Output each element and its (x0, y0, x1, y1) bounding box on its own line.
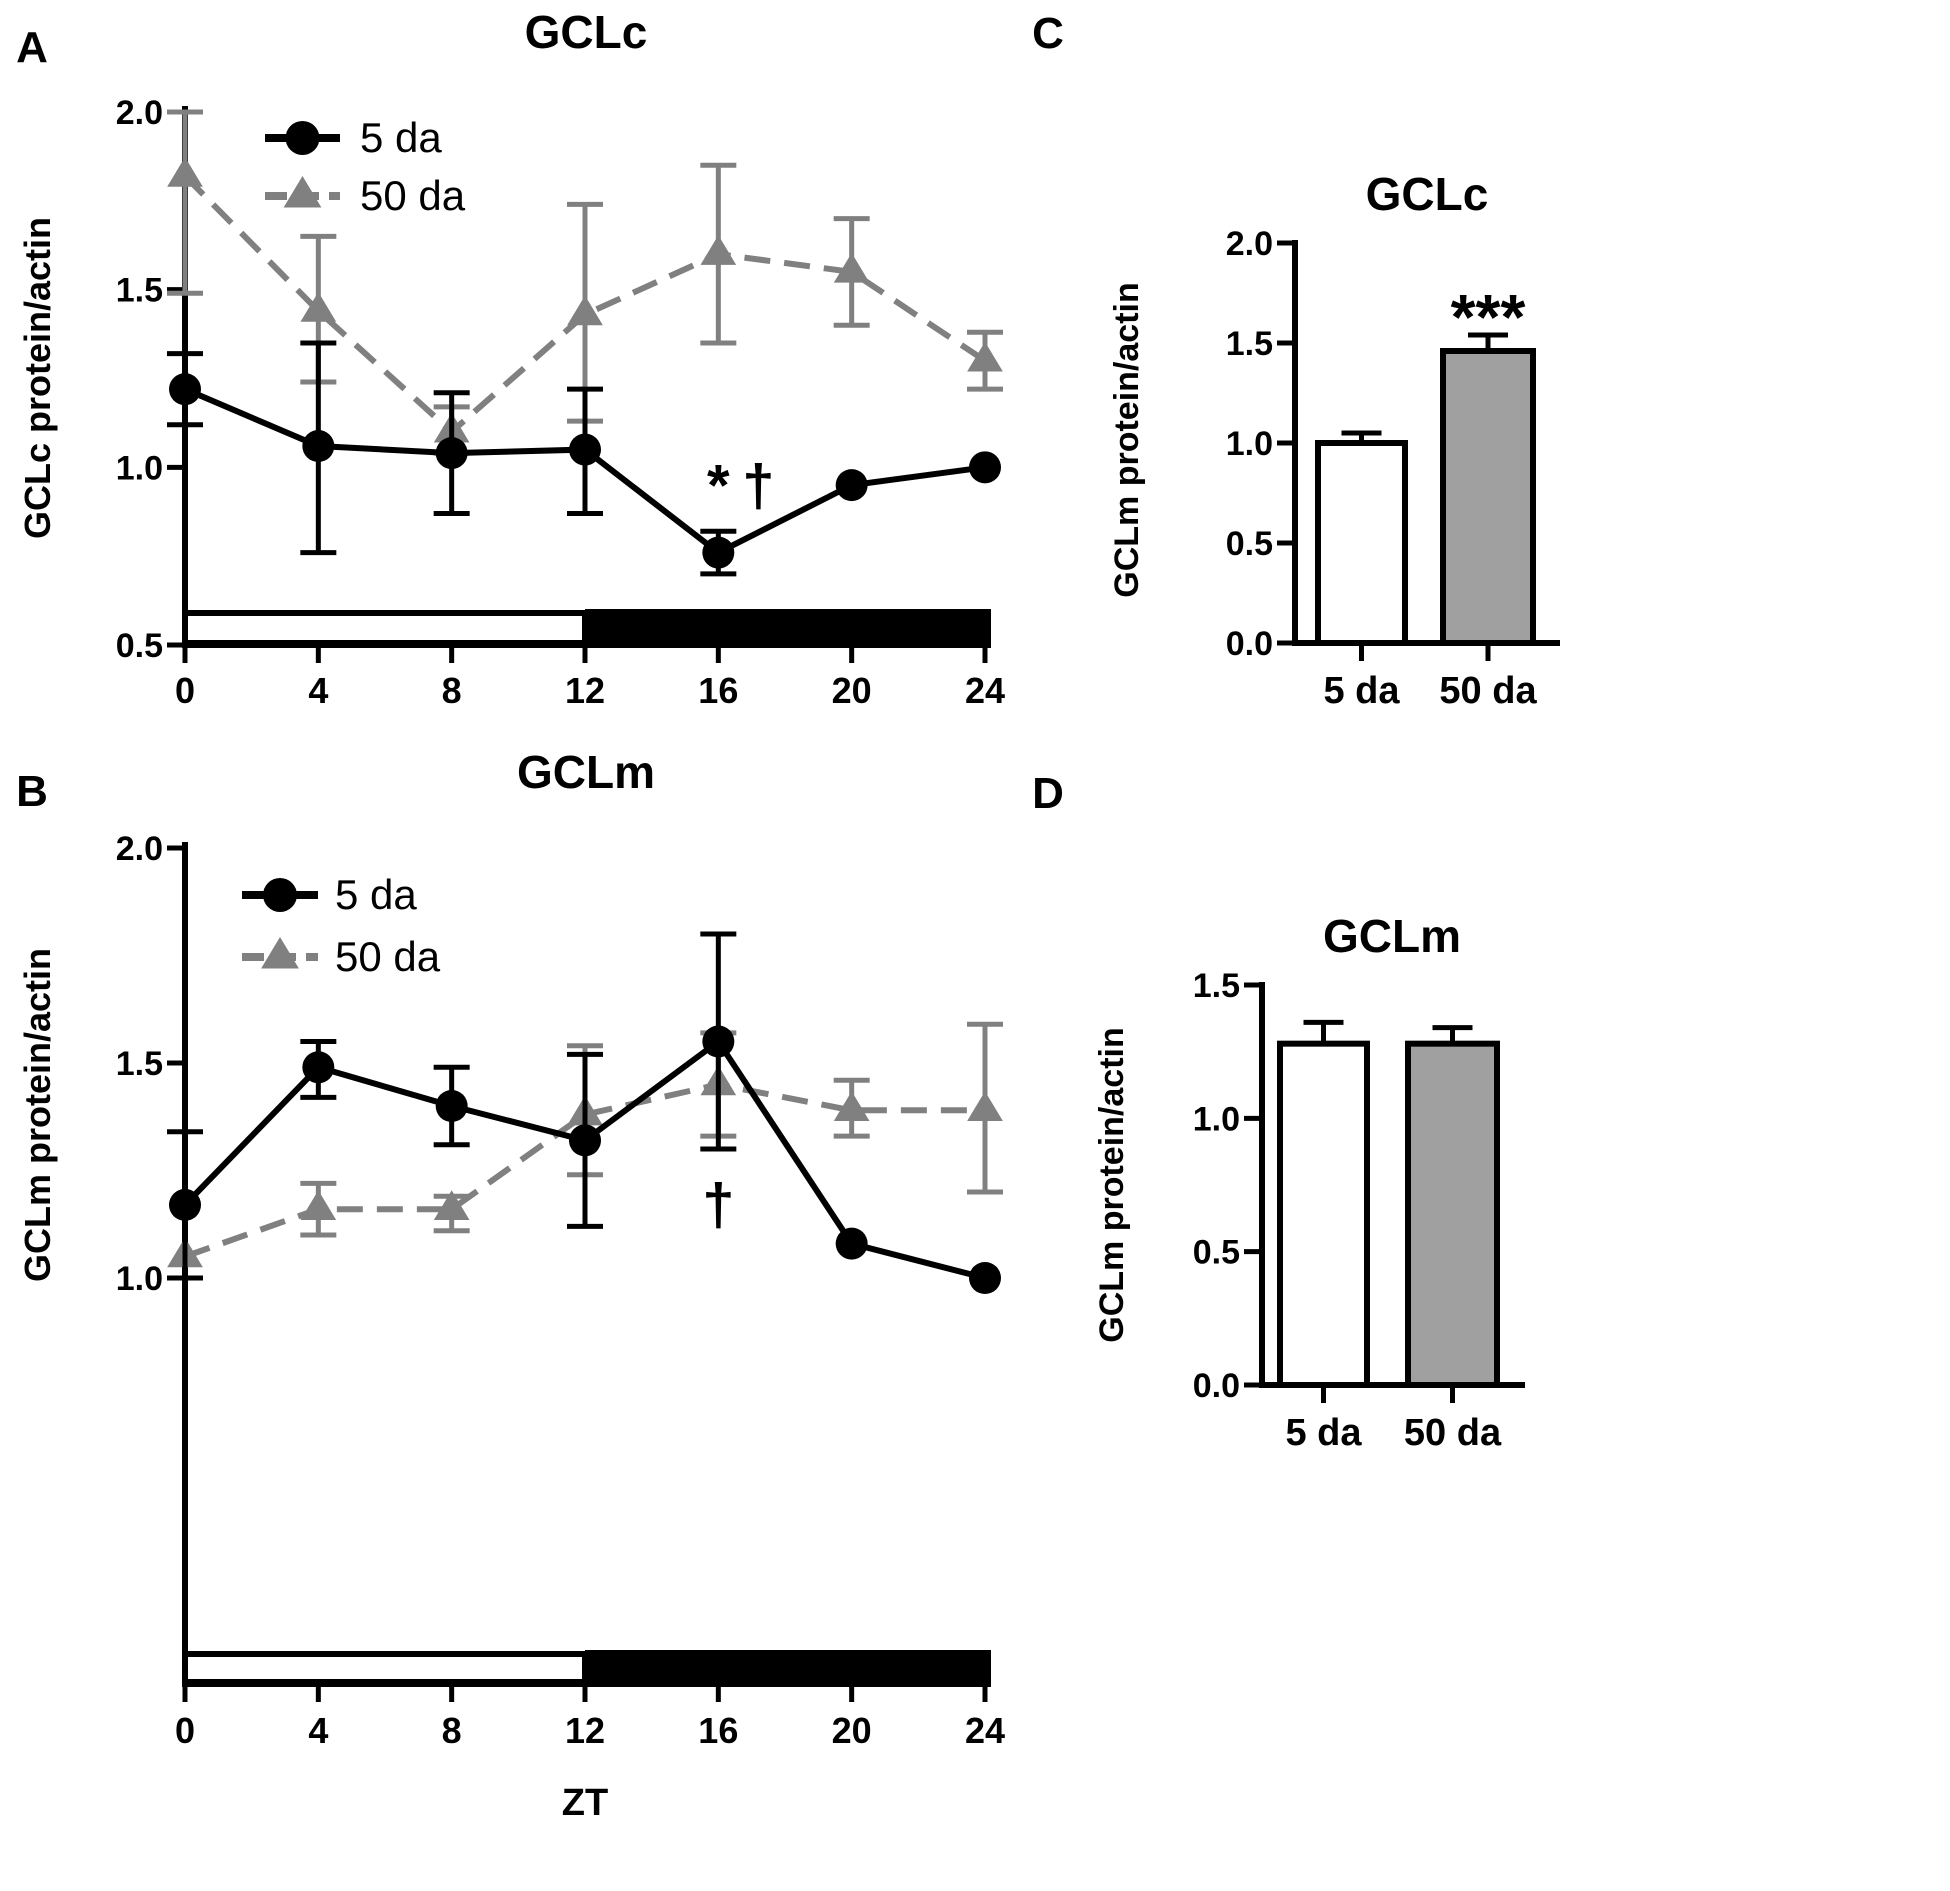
panel-a: A GCLc GCLc protein/actin 0.5 1.0 1.5 2.0 0 4 8 12… (16, 6, 1005, 711)
y-tick-label: 0.0 (1226, 625, 1273, 663)
y-axis-label: GCLm protein/actin (1108, 282, 1146, 597)
data-point (169, 373, 201, 406)
significance-marker: *** (1451, 281, 1526, 353)
x-tick-label: 50 da (1439, 670, 1537, 712)
data-point (835, 1227, 868, 1260)
legend-label: 5 da (335, 871, 417, 918)
y-tick-label: 2.0 (116, 94, 163, 132)
x-tick-label: 5 da (1323, 670, 1400, 712)
x-tick-label: 20 (832, 1710, 872, 1751)
legend-marker (263, 878, 297, 912)
y-tick-label: 0.0 (1193, 1367, 1240, 1405)
y-axis-label: GCLm protein/actin (17, 948, 58, 1282)
y-tick-label: 2.0 (116, 830, 163, 868)
x-tick-label: 16 (698, 670, 738, 711)
y-tick-label: 2.0 (1226, 225, 1273, 263)
x-tick-label: 5 da (1285, 1412, 1362, 1454)
y-tick-label: 0.5 (1193, 1234, 1240, 1272)
y-axis-label: GCLm protein/actin (1093, 1027, 1131, 1342)
panel-label: B (16, 767, 48, 816)
y-tick-label: 0.5 (1226, 525, 1273, 563)
data-point (969, 451, 1001, 484)
x-tick-label: 20 (832, 670, 872, 711)
y-tick-label: 1.5 (116, 272, 163, 310)
legend-marker (283, 176, 322, 208)
panel-label: D (1032, 769, 1064, 818)
data-point (702, 536, 735, 569)
significance-marker: † (742, 454, 774, 519)
data-point (835, 469, 868, 502)
series-5-da (167, 931, 1001, 1294)
y-tick-label: 1.5 (1193, 967, 1240, 1005)
legend-label: 50 da (335, 933, 441, 980)
y-tick-label: 1.0 (1193, 1100, 1240, 1138)
y-tick-label: 0.5 (116, 627, 163, 665)
x-tick-label: 24 (965, 1710, 1005, 1751)
x-tick-label: 4 (308, 670, 328, 711)
data-point (435, 1090, 468, 1122)
y-tick-label: 1.0 (1226, 425, 1273, 463)
data-point (702, 1025, 735, 1058)
data-point (969, 1262, 1001, 1294)
y-axis-label: GCLc protein/actin (17, 217, 58, 539)
bar (1315, 440, 1408, 646)
x-tick-label: 12 (565, 1710, 605, 1751)
dark-phase-bar (585, 1650, 991, 1686)
data-point (967, 1091, 1003, 1122)
data-point (302, 1051, 335, 1084)
x-tick-label: 12 (565, 670, 605, 711)
significance-marker: * (707, 454, 730, 519)
x-tick-label: 50 da (1404, 1412, 1502, 1454)
y-tick-label: 1.0 (116, 1260, 163, 1298)
data-point (167, 156, 203, 187)
legend-marker (261, 937, 299, 969)
significance-marker: † (702, 1173, 734, 1238)
series-5-da (167, 340, 1001, 577)
legend-label: 50 da (360, 172, 466, 219)
panel-c: C GCLc GCLm protein/actin 5 da 50 da 0.0 0.5 1.… (1032, 9, 1560, 712)
x-tick-label: 4 (308, 1710, 328, 1751)
x-tick-label: 0 (175, 1710, 195, 1751)
bar (1277, 1040, 1370, 1388)
legend-marker (285, 121, 320, 155)
data-point (833, 252, 870, 283)
y-tick-label: 1.5 (1226, 325, 1273, 363)
data-point (569, 1124, 601, 1157)
x-tick-label: 8 (442, 670, 462, 711)
chart-title: GCLc (525, 6, 648, 58)
data-point (302, 430, 335, 463)
bar (1440, 348, 1536, 646)
light-phase-bar (182, 1651, 588, 1685)
data-point (567, 295, 603, 326)
data-point (300, 291, 337, 322)
bar (1405, 1040, 1500, 1388)
data-point (569, 433, 601, 466)
y-tick-label: 1.0 (116, 449, 163, 487)
y-tick-label: 1.5 (116, 1045, 163, 1083)
data-point (433, 1190, 470, 1220)
data-point (700, 235, 737, 265)
chart-title: GCLc (1366, 168, 1489, 220)
chart-title: GCLm (517, 746, 655, 798)
data-point (967, 341, 1003, 372)
x-axis-label: ZT (562, 1782, 608, 1824)
dark-phase-bar (585, 609, 991, 647)
legend-label: 5 da (360, 114, 442, 161)
data-point (169, 1188, 201, 1221)
data-point (833, 1091, 870, 1122)
panel-label: A (16, 23, 48, 72)
panel-label: C (1032, 9, 1064, 58)
x-tick-label: 0 (175, 670, 195, 711)
x-tick-label: 16 (698, 1710, 738, 1751)
x-tick-label: 24 (965, 670, 1005, 711)
panel-b: B GCLm GCLm protein/actin 1.0 1.5 2.0 0 4 8 12 16 2… (16, 746, 1005, 1824)
light-phase-bar (182, 610, 588, 646)
data-point (300, 1190, 337, 1220)
chart-title: GCLm (1323, 910, 1461, 962)
x-tick-label: 8 (442, 1710, 462, 1751)
panel-d: D GCLm GCLm protein/actin 5 da 50 da 0.0 0.5 1.… (1032, 769, 1525, 1454)
data-point (435, 437, 468, 470)
